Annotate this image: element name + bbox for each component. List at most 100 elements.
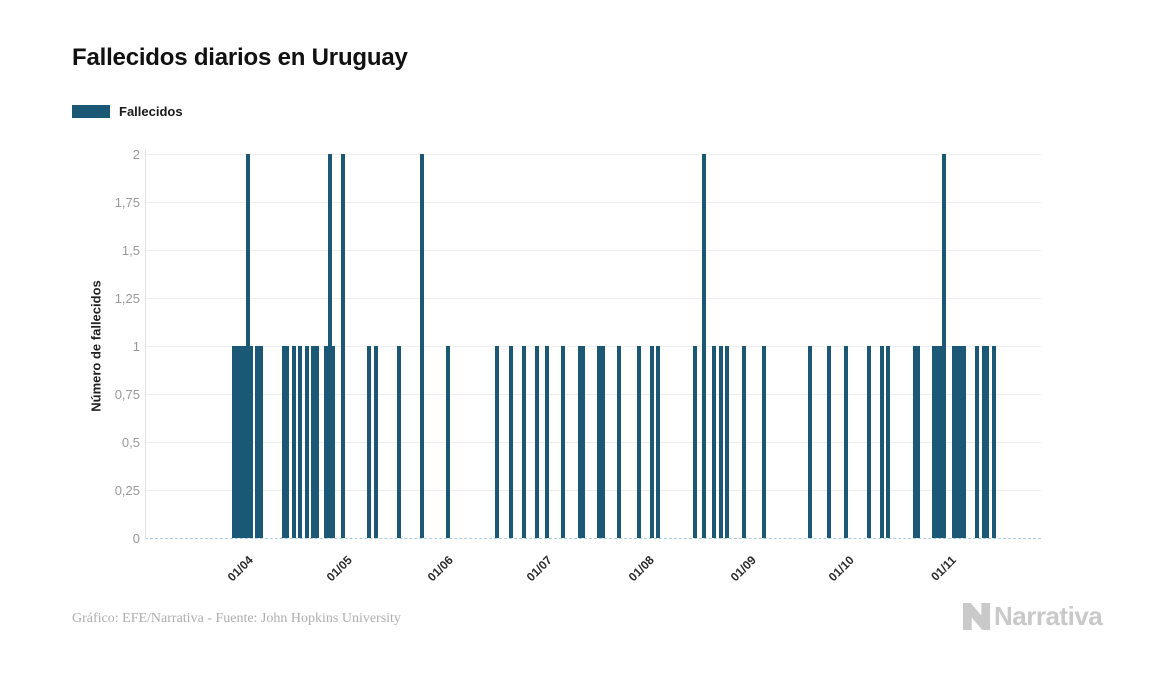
bar[interactable] — [939, 346, 944, 538]
bar[interactable] — [962, 346, 967, 538]
bar[interactable] — [741, 346, 746, 538]
brand-text: Narrativa — [994, 601, 1103, 631]
bar[interactable] — [248, 346, 253, 538]
narrativa-n-icon — [963, 603, 990, 630]
bar[interactable] — [827, 346, 832, 538]
bar[interactable] — [446, 346, 451, 538]
bar[interactable] — [912, 346, 917, 538]
y-tick-label: 1,75 — [114, 195, 140, 210]
gridline — [146, 154, 1041, 155]
bar[interactable] — [242, 346, 247, 538]
bar[interactable] — [291, 346, 296, 538]
x-tick-label: 01/11 — [928, 553, 960, 584]
gridline — [146, 250, 1041, 251]
narrativa-logo: Narrativa — [963, 601, 1103, 632]
bar[interactable] — [239, 346, 243, 538]
y-axis-line — [145, 150, 146, 539]
bar[interactable] — [712, 346, 717, 538]
bar[interactable] — [649, 346, 654, 538]
bar[interactable] — [314, 346, 319, 538]
y-tick-label: 1,25 — [114, 291, 140, 306]
bar[interactable] — [245, 154, 250, 538]
bar[interactable] — [718, 346, 723, 538]
gridline — [146, 394, 1041, 395]
y-tick-label: 0,75 — [114, 387, 140, 402]
x-tick-label: 01/08 — [625, 553, 657, 585]
y-tick-label: 0,25 — [114, 483, 140, 498]
bar[interactable] — [285, 346, 289, 538]
x-tick-label: 01/10 — [826, 553, 858, 585]
bar[interactable] — [580, 346, 585, 538]
bar[interactable] — [916, 346, 921, 538]
bar[interactable] — [935, 346, 940, 538]
bar[interactable] — [975, 346, 980, 538]
bar[interactable] — [534, 346, 539, 538]
bar[interactable] — [600, 346, 605, 538]
bar[interactable] — [886, 346, 891, 538]
gridline — [146, 490, 1041, 491]
x-axis-baseline — [145, 538, 1041, 539]
gridline — [146, 298, 1041, 299]
bar[interactable] — [327, 154, 332, 538]
bar[interactable] — [396, 346, 401, 538]
bar[interactable] — [232, 346, 237, 538]
bar[interactable] — [843, 346, 848, 538]
legend-label: Fallecidos — [119, 104, 183, 119]
bar[interactable] — [942, 154, 947, 538]
bar[interactable] — [419, 154, 424, 538]
bar[interactable] — [807, 346, 812, 538]
bar[interactable] — [298, 346, 303, 538]
bar[interactable] — [761, 346, 766, 538]
bar[interactable] — [495, 346, 500, 538]
x-tick-label: 01/07 — [523, 553, 555, 585]
y-tick-label: 0 — [132, 531, 140, 546]
bar[interactable] — [340, 154, 345, 538]
y-tick-label: 1,5 — [121, 243, 140, 258]
bar[interactable] — [331, 346, 336, 538]
bar[interactable] — [544, 346, 549, 538]
source-credit: Gráfico: EFE/Narrativa - Fuente: John Ho… — [72, 611, 401, 626]
x-tick-label: 01/05 — [323, 553, 355, 585]
bar[interactable] — [958, 346, 963, 538]
bar[interactable] — [985, 346, 990, 538]
bar[interactable] — [879, 346, 884, 538]
bar[interactable] — [577, 346, 582, 538]
bar[interactable] — [255, 346, 260, 538]
bar[interactable] — [258, 346, 263, 538]
bar[interactable] — [866, 346, 871, 538]
bar[interactable] — [636, 346, 641, 538]
x-tick-label: 01/09 — [727, 553, 759, 585]
x-tick-label: 01/04 — [224, 553, 256, 585]
x-tick-label: 01/06 — [425, 553, 457, 585]
bar[interactable] — [324, 346, 329, 538]
bar[interactable] — [991, 346, 996, 538]
bar[interactable] — [367, 346, 372, 538]
bar[interactable] — [597, 346, 602, 538]
bar[interactable] — [373, 346, 378, 538]
bar[interactable] — [702, 154, 707, 538]
gridline — [146, 346, 1041, 347]
y-tick-label: 0,5 — [121, 435, 140, 450]
gridline — [146, 202, 1041, 203]
bar[interactable] — [521, 346, 526, 538]
bar[interactable] — [235, 346, 240, 538]
bar[interactable] — [561, 346, 566, 538]
bar[interactable] — [616, 346, 621, 538]
bar[interactable] — [508, 346, 513, 538]
bar[interactable] — [981, 346, 986, 538]
bar[interactable] — [725, 346, 730, 538]
bar[interactable] — [281, 346, 286, 538]
chart-title: Fallecidos diarios en Uruguay — [72, 44, 408, 71]
bar[interactable] — [656, 346, 661, 538]
bar[interactable] — [952, 346, 957, 538]
bar[interactable] — [692, 346, 697, 538]
bar[interactable] — [311, 346, 316, 538]
bar[interactable] — [932, 346, 937, 538]
bar[interactable] — [955, 346, 960, 538]
y-tick-label: 2 — [132, 147, 140, 162]
gridline — [146, 442, 1041, 443]
y-tick-label: 1 — [132, 339, 140, 354]
legend-item-fallecidos[interactable]: Fallecidos — [72, 104, 183, 119]
bar[interactable] — [304, 346, 309, 538]
